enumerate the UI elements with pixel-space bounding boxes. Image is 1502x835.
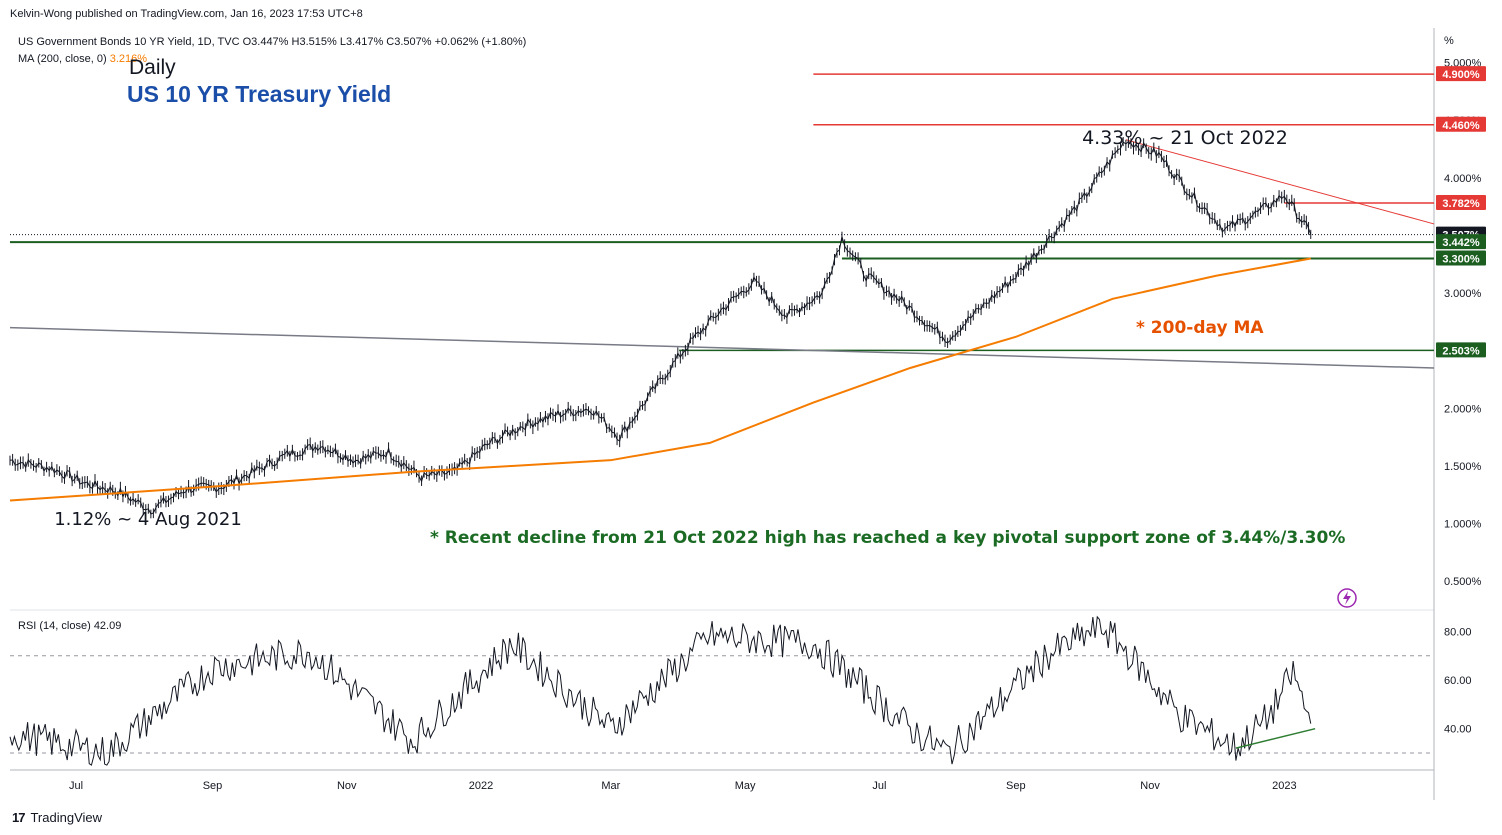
rsi-legend[interactable]: RSI (14, close) 42.09 — [18, 620, 121, 632]
ma-200-line — [9, 257, 1311, 502]
x-tick-label: Sep — [203, 780, 223, 792]
tradingview-logo-icon: 17 — [12, 810, 26, 825]
annotation-support-zone: * Recent decline from 21 Oct 2022 high h… — [430, 528, 1345, 548]
price-tag-label: 3.442% — [1442, 237, 1480, 249]
price-tag: 4.900% — [1436, 66, 1486, 82]
price-tag-label: 4.900% — [1442, 69, 1480, 81]
y-tick-label: 2.000% — [1444, 403, 1482, 415]
x-tick-label: Nov — [1140, 780, 1160, 792]
annotation-high: 4.33% ~ 21 Oct 2022 — [1082, 127, 1288, 149]
ma-label: MA (200, close, 0) — [18, 53, 107, 65]
price-tag: 2.503% — [1436, 342, 1486, 358]
x-tick-label: Jul — [69, 780, 83, 792]
price-tag: 3.442% — [1436, 234, 1486, 250]
rsi-tick-label: 80.00 — [1444, 626, 1472, 638]
annotation-ma: * 200-day MA — [1136, 318, 1264, 338]
price-bars — [9, 136, 1312, 519]
publisher-line: Kelvin-Wong published on TradingView.com… — [10, 8, 363, 20]
price-tag-label: 3.300% — [1442, 253, 1480, 265]
rsi-divergence-line — [1235, 727, 1316, 749]
y-tick-label: 3.000% — [1444, 288, 1482, 300]
price-tag-label: 4.460% — [1442, 120, 1480, 132]
rsi-tick-label: 40.00 — [1444, 724, 1472, 736]
footer-brand[interactable]: 17 TradingView — [12, 810, 102, 825]
rsi-line — [9, 615, 1312, 766]
price-tag-label: 3.782% — [1442, 198, 1480, 210]
x-tick-label: 2023 — [1272, 780, 1296, 792]
y-tick-label: 0.500% — [1444, 576, 1482, 588]
x-tick-label: Nov — [337, 780, 357, 792]
y-axis-unit: % — [1444, 35, 1454, 47]
price-series-line — [9, 140, 1312, 515]
rsi-tick-label: 60.00 — [1444, 675, 1472, 687]
price-tag: 3.782% — [1436, 194, 1486, 210]
x-tick-label: Mar — [601, 780, 620, 792]
lightning-icon — [1337, 588, 1357, 608]
symbol-legend[interactable]: US Government Bonds 10 YR Yield, 1D, TVC… — [18, 36, 527, 48]
rsi-value: 42.09 — [93, 620, 122, 632]
y-tick-label: 1.000% — [1444, 519, 1482, 531]
price-tag: 3.300% — [1436, 250, 1486, 266]
price-tag-label: 2.503% — [1442, 345, 1480, 357]
ma-value: 3.216% — [109, 53, 148, 65]
x-tick-label: 2022 — [469, 780, 493, 792]
ma-legend[interactable]: MA (200, close, 0) 3.216% — [18, 53, 147, 65]
interval-label: Daily — [129, 56, 176, 79]
x-tick-label: Sep — [1006, 780, 1026, 792]
annotation-low: 1.12% ~ 4 Aug 2021 — [54, 509, 242, 530]
footer-brand-name: TradingView — [30, 810, 103, 825]
rsi-label: RSI (14, close) — [18, 620, 91, 632]
y-tick-label: 4.000% — [1444, 173, 1482, 185]
price-tag: 4.460% — [1436, 116, 1486, 132]
x-tick-label: Jul — [872, 780, 886, 792]
descending-trendline — [1125, 139, 1435, 225]
x-tick-label: May — [735, 780, 756, 792]
long-term-trendline — [9, 326, 1435, 369]
y-tick-label: 1.500% — [1444, 461, 1482, 473]
chart-title: US 10 YR Treasury Yield — [127, 81, 392, 107]
